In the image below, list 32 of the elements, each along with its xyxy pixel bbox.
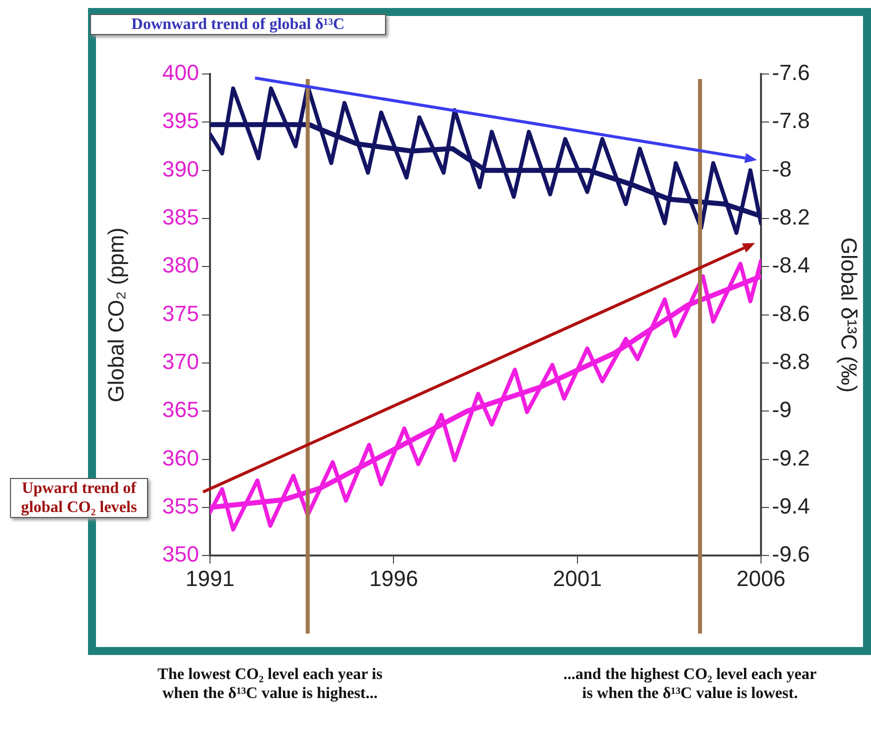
y2-tick-label: -9	[772, 397, 792, 422]
y2-tick-label: -8.6	[772, 300, 810, 326]
y2-tick-label: -8	[772, 156, 792, 182]
text: ...and the highest CO₂ level each year is when the δ¹³C value is lowest.	[562, 665, 818, 703]
y-tick-label: 360	[162, 445, 199, 470]
x-tick-label: 2001	[552, 566, 602, 591]
y-tick-label: 370	[162, 349, 199, 374]
y-tick-label: 385	[162, 204, 199, 230]
y2-tick-label: -8.4	[772, 252, 810, 278]
y-tick-label: 380	[162, 252, 199, 278]
y-axis-title: Global CO₂ (ppm)	[102, 227, 129, 402]
y-tick-label: 350	[162, 542, 199, 567]
y2-tick-label: -9.4	[772, 494, 810, 519]
x-tick-label: 1991	[186, 566, 234, 591]
text: The lowest CO₂ level each year is when the δ¹³C value is highest...	[156, 665, 384, 703]
y-tick-label: 395	[162, 108, 199, 134]
text: Upward trend of global CO₂ levels	[10, 478, 148, 518]
y2-axis-title: Global δ¹³C (‰)	[835, 237, 862, 392]
y2-tick-label: -9.2	[772, 445, 810, 470]
y-tick-label: 400	[162, 60, 199, 86]
y2-tick-label: -7.6	[772, 60, 810, 86]
x-tick-label: 2006	[736, 566, 786, 591]
x-tick-label: 1996	[369, 566, 418, 591]
y2-tick-label: -8.8	[772, 349, 810, 374]
y-tick-label: 390	[162, 156, 199, 182]
y2-tick-label: -7.8	[772, 108, 810, 134]
text: Downward trend of global δ¹³C	[90, 14, 386, 35]
y2-tick-label: -9.6	[772, 542, 810, 567]
y-tick-label: 375	[162, 300, 199, 326]
y-tick-label: 355	[162, 494, 199, 519]
y-tick-label: 365	[162, 397, 199, 422]
y2-tick-label: -8.2	[772, 204, 810, 230]
